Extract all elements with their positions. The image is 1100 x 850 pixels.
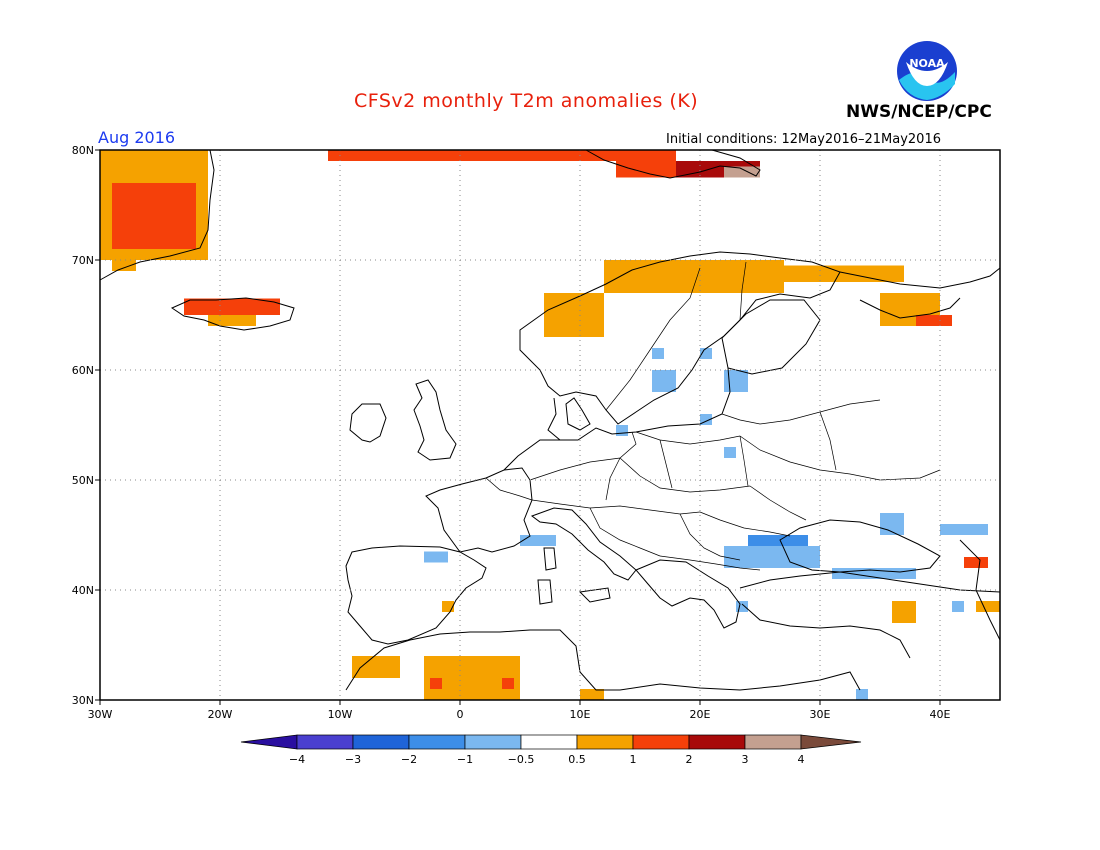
lon-tick-label: 0	[457, 708, 464, 721]
coastlines	[99, 149, 1001, 691]
lon-tick-label: 40E	[930, 708, 951, 721]
colorbar-segment	[744, 734, 802, 750]
anomaly-cell	[832, 568, 916, 579]
anomaly-cell	[784, 265, 904, 282]
anomaly-cell	[724, 546, 820, 568]
anomaly-cell	[856, 689, 868, 700]
anomaly-cell	[112, 260, 136, 271]
anomaly-cell	[208, 315, 256, 326]
noaa-logo-icon: NOAA	[897, 41, 957, 101]
anomaly-cell	[724, 166, 760, 178]
anomaly-cell	[724, 370, 748, 392]
lat-tick-label: 30N	[72, 694, 94, 707]
country-borders	[485, 261, 941, 571]
anomaly-cell	[352, 656, 400, 678]
anomaly-cell	[430, 678, 442, 689]
lon-tick-label: 10W	[328, 708, 353, 721]
anomaly-cell	[616, 155, 676, 178]
colorbar-segment	[520, 734, 578, 750]
anomaly-cell	[652, 370, 676, 392]
colorbar-label: 1	[630, 753, 637, 766]
axis-ticks: 30W 20W 10W 0 10E 20E 30E 40E 30N 40N 50N 60N 70N 80N	[72, 144, 951, 721]
map-frame	[99, 149, 1001, 701]
anomaly-cell	[916, 315, 952, 326]
colorbar: −4 −3 −2 −1 −0.5 0.5 1 2 3 4	[240, 734, 862, 766]
colorbar-segment	[352, 734, 410, 750]
colorbar-segment	[464, 734, 522, 750]
svg-text:NOAA: NOAA	[909, 57, 945, 70]
anomaly-cell	[502, 678, 514, 689]
anomaly-cell	[442, 601, 454, 612]
colorbar-label: 0.5	[568, 753, 586, 766]
lat-tick-label: 50N	[72, 474, 94, 487]
lon-tick-label: 20W	[208, 708, 233, 721]
organization-label: NWS/NCEP/CPC	[846, 102, 992, 122]
graticule	[100, 150, 1000, 700]
colorbar-segment	[632, 734, 690, 750]
anomaly-cell	[964, 557, 988, 568]
anomaly-cell	[112, 183, 196, 249]
anomaly-cell	[700, 348, 712, 359]
anomaly-cell	[952, 601, 964, 612]
colorbar-arrow-right	[800, 734, 862, 750]
lon-tick-label: 10E	[570, 708, 591, 721]
anomaly-cells	[100, 150, 1000, 700]
colorbar-label: −0.5	[508, 753, 535, 766]
anomaly-cell	[736, 601, 748, 612]
anomaly-cell	[604, 260, 784, 293]
anomaly-cell	[652, 348, 664, 359]
colorbar-label: 3	[742, 753, 749, 766]
colorbar-segment	[576, 734, 634, 750]
colorbar-segment	[408, 734, 466, 750]
lat-tick-label: 60N	[72, 364, 94, 377]
anomaly-cell	[724, 447, 736, 458]
map-title: CFSv2 monthly T2m anomalies (K)	[354, 90, 699, 112]
anomaly-cell	[184, 298, 280, 315]
anomaly-cell	[616, 425, 628, 436]
lon-tick-label: 30W	[88, 708, 113, 721]
anomaly-cell	[424, 551, 448, 563]
lat-tick-label: 70N	[72, 254, 94, 267]
anomaly-cell	[700, 414, 712, 425]
colorbar-arrow-left	[240, 734, 298, 750]
colorbar-label: −2	[401, 753, 417, 766]
anomaly-cell	[940, 524, 988, 535]
valid-month-label: Aug 2016	[98, 128, 176, 147]
lon-tick-label: 30E	[810, 708, 831, 721]
colorbar-label: 2	[686, 753, 693, 766]
colorbar-label: 4	[798, 753, 805, 766]
anomaly-cell	[892, 601, 916, 623]
anomaly-cell	[328, 150, 676, 161]
lat-tick-label: 80N	[72, 144, 94, 157]
colorbar-segment	[296, 734, 354, 750]
colorbar-label: −3	[345, 753, 361, 766]
colorbar-label: −1	[457, 753, 473, 766]
anomaly-cell	[544, 293, 604, 337]
colorbar-segment	[688, 734, 746, 750]
anomaly-cell	[580, 689, 604, 700]
initial-conditions-label: Initial conditions: 12May2016–21May2016	[666, 132, 941, 147]
anomaly-cell	[976, 601, 1000, 612]
colorbar-label: −4	[289, 753, 305, 766]
lon-tick-label: 20E	[690, 708, 711, 721]
anomaly-cell	[520, 535, 556, 546]
lat-tick-label: 40N	[72, 584, 94, 597]
